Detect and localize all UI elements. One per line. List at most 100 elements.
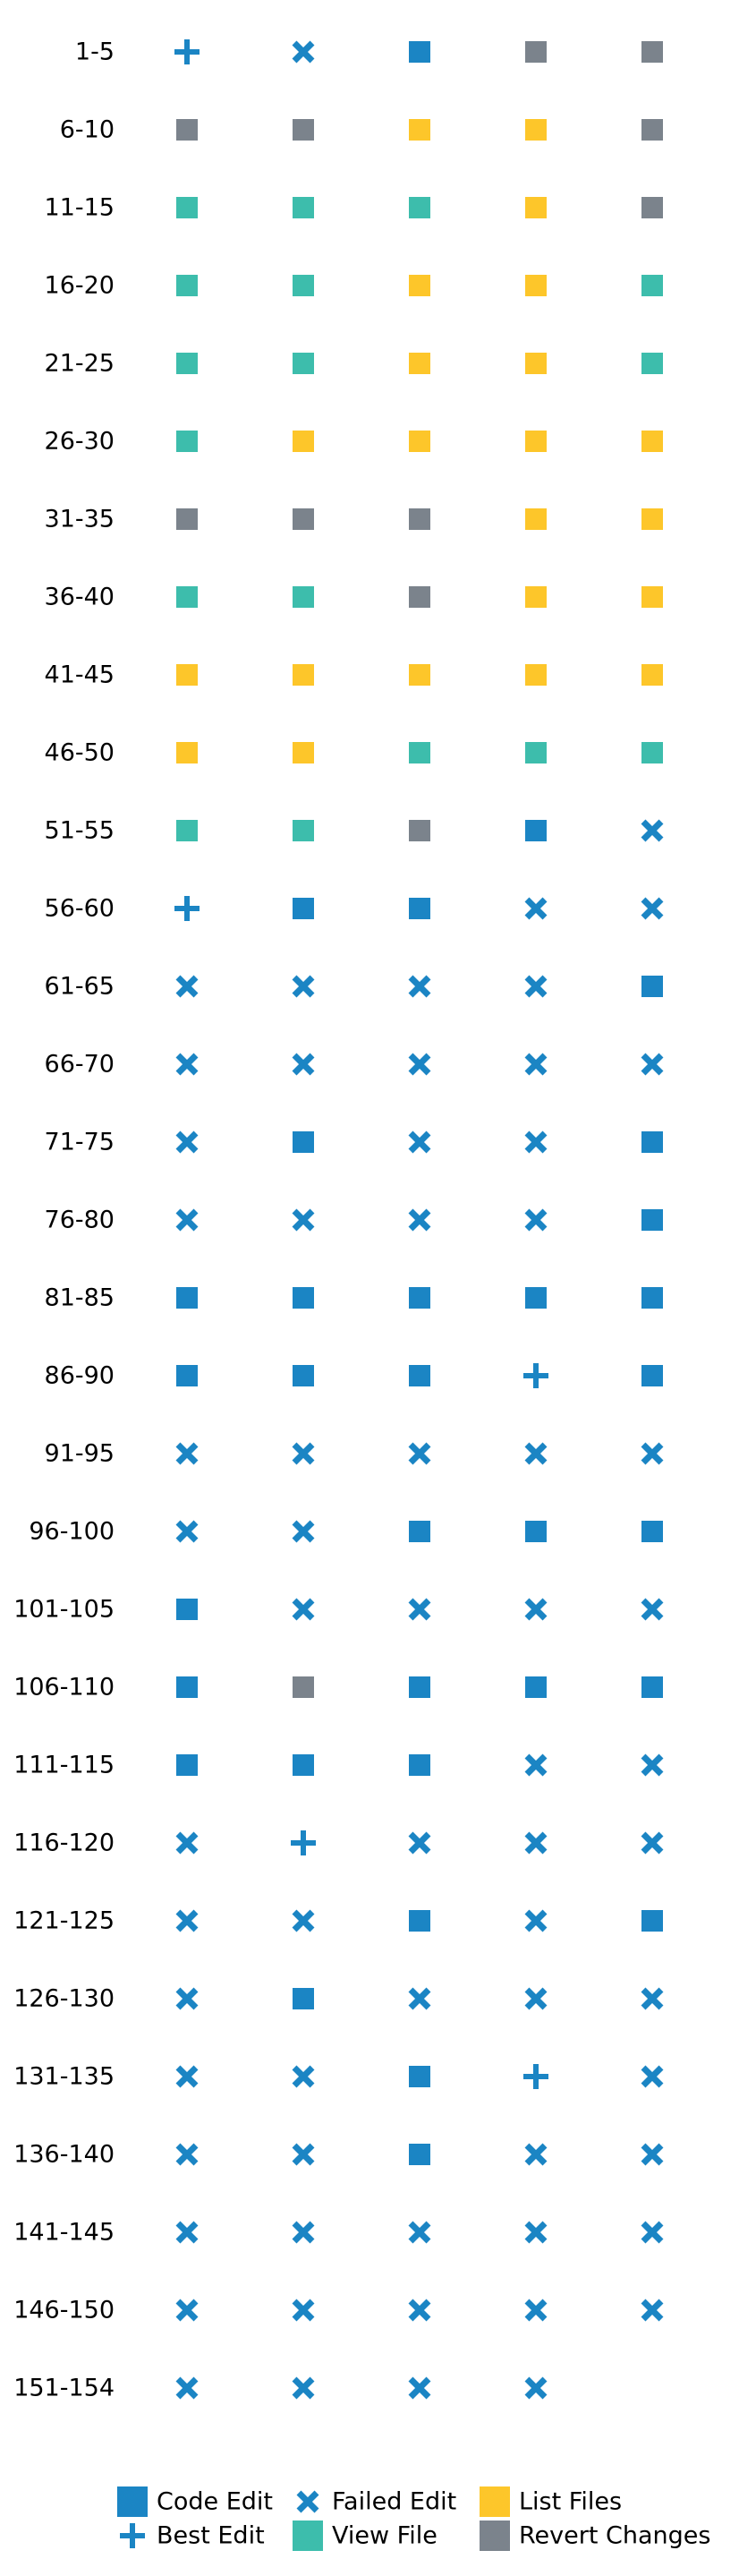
- chart-row: 86-90: [45, 1362, 663, 1390]
- marker-view: [409, 742, 430, 763]
- marker-best-shape: [523, 1363, 548, 1388]
- row-label: 111-115: [13, 1752, 115, 1779]
- marker-fail-shape: [641, 1831, 664, 1855]
- marker-revert: [525, 41, 547, 63]
- marker-fail-shape: [175, 1442, 199, 1465]
- marker-view-shape: [525, 742, 547, 763]
- marker-fail: [175, 1442, 199, 1465]
- marker-code-shape: [641, 1365, 663, 1386]
- marker-best: [291, 1830, 316, 1855]
- marker-list: [525, 508, 547, 530]
- marker-fail-shape: [292, 2299, 315, 2322]
- chart-row: 146-150: [13, 2297, 664, 2324]
- marker-list: [525, 431, 547, 452]
- marker-list: [525, 197, 547, 218]
- row-label: 141-145: [13, 2219, 115, 2247]
- marker-fail-shape: [641, 2143, 664, 2166]
- marker-revert-shape: [525, 41, 547, 63]
- marker-revert-shape: [641, 119, 663, 141]
- marker-fail: [292, 2143, 315, 2166]
- marker-fail: [524, 975, 548, 998]
- marker-code: [409, 1754, 430, 1776]
- marker-fail: [292, 975, 315, 998]
- marker-fail: [175, 1831, 199, 1855]
- marker-list-shape: [641, 586, 663, 608]
- marker-view: [641, 742, 663, 763]
- marker-fail: [408, 1208, 431, 1232]
- marker-fail-shape: [408, 2299, 431, 2322]
- marker-revert-shape: [641, 197, 663, 218]
- marker-code-shape: [409, 1287, 430, 1309]
- marker-revert-shape: [409, 508, 430, 530]
- marker-fail: [524, 1442, 548, 1465]
- marker-fail-shape: [175, 2065, 199, 2088]
- marker-code-shape: [641, 1521, 663, 1542]
- marker-fail-shape: [408, 2376, 431, 2400]
- marker-code: [641, 1521, 663, 1542]
- marker-code: [409, 1365, 430, 1386]
- marker-fail: [524, 1987, 548, 2010]
- marker-view-shape: [176, 820, 198, 841]
- marker-code-shape: [409, 1365, 430, 1386]
- marker-fail-shape: [408, 1053, 431, 1076]
- marker-code-shape: [293, 1988, 314, 2009]
- marker-fail: [524, 2376, 548, 2400]
- legend-label: Revert Changes: [519, 2522, 710, 2550]
- marker-fail: [408, 1831, 431, 1855]
- marker-fail-shape: [408, 1208, 431, 1232]
- marker-fail: [292, 1520, 315, 1543]
- row-label: 6-10: [60, 116, 115, 144]
- marker-code-shape: [409, 41, 430, 63]
- marker-code: [525, 1287, 547, 1309]
- marker-code-shape: [525, 1521, 547, 1542]
- marker-fail-shape: [175, 2299, 199, 2322]
- row-label: 146-150: [13, 2297, 115, 2324]
- marker-code: [293, 1365, 314, 1386]
- marker-fail-shape: [175, 975, 199, 998]
- marker-code: [409, 1910, 430, 1932]
- marker-fail: [175, 1987, 199, 2010]
- marker-list-shape: [525, 508, 547, 530]
- marker-fail-shape: [524, 1987, 548, 2010]
- marker-fail-shape: [524, 2299, 548, 2322]
- marker-view-shape: [293, 275, 314, 296]
- legend-label: View File: [332, 2522, 437, 2550]
- marker-fail-shape: [641, 1442, 664, 1465]
- marker-fail: [641, 819, 664, 842]
- marker-fail: [641, 2065, 664, 2088]
- row-label: 46-50: [45, 739, 115, 767]
- legend-item-code: Code Edit: [117, 2486, 273, 2517]
- chart-row: 26-30: [45, 428, 663, 456]
- marker-fail: [292, 1053, 315, 1076]
- chart-row: 131-135: [13, 2063, 664, 2091]
- row-label: 76-80: [45, 1207, 115, 1234]
- marker-fail: [175, 1130, 199, 1154]
- marker-best: [523, 2064, 548, 2089]
- marker-fail-shape: [175, 1208, 199, 1232]
- chart-row: 1-5: [75, 38, 663, 66]
- marker-fail-shape: [641, 2299, 664, 2322]
- marker-view-shape: [176, 431, 198, 452]
- chart-row: 76-80: [45, 1207, 663, 1234]
- marker-fail: [408, 1130, 431, 1154]
- marker-list-shape: [525, 586, 547, 608]
- row-label: 126-130: [13, 1985, 115, 2013]
- row-label: 96-100: [29, 1518, 115, 1546]
- row-label: 66-70: [45, 1051, 115, 1079]
- marker-list-shape: [525, 275, 547, 296]
- marker-fail: [408, 975, 431, 998]
- marker-fail: [175, 2221, 199, 2244]
- marker-code-shape: [641, 1287, 663, 1309]
- marker-fail: [408, 2221, 431, 2244]
- chart-row: 56-60: [45, 895, 664, 923]
- legend-item-fail: Failed Edit: [296, 2488, 456, 2516]
- row-label: 1-5: [75, 38, 115, 66]
- marker-fail-shape: [408, 1598, 431, 1621]
- marker-view: [641, 353, 663, 374]
- marker-code: [409, 1287, 430, 1309]
- marker-list-shape: [409, 119, 430, 141]
- marker-fail-shape: [641, 2065, 664, 2088]
- marker-code: [293, 898, 314, 919]
- marker-view: [293, 275, 314, 296]
- marker-fail: [292, 1442, 315, 1465]
